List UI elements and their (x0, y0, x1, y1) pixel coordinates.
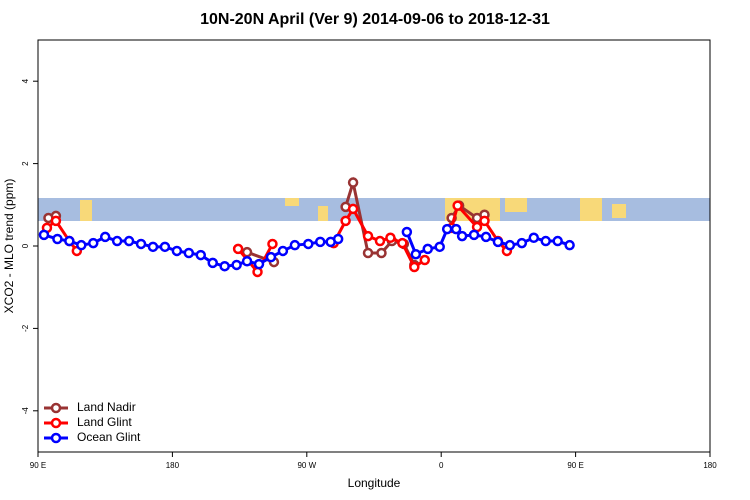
data-point (265, 251, 277, 263)
x-tick-label: 90 E (30, 461, 46, 470)
data-point (419, 254, 431, 266)
data-point (410, 248, 422, 260)
data-point (38, 229, 50, 241)
legend-label: Land Glint (77, 415, 132, 429)
data-point (528, 232, 540, 244)
data-point (52, 233, 63, 245)
data-point (450, 223, 462, 235)
data-point (241, 255, 253, 267)
data-point (135, 238, 147, 250)
data-point (267, 238, 278, 250)
data-point (277, 245, 289, 257)
data-point (468, 229, 480, 241)
data-point (385, 232, 396, 244)
y-tick-label: -2 (21, 324, 30, 332)
data-point (552, 235, 563, 247)
data-point (362, 230, 374, 242)
data-point (64, 235, 75, 247)
data-point (123, 235, 135, 247)
data-point (99, 231, 111, 243)
y-tick-label: 4 (21, 78, 30, 83)
data-point (347, 177, 359, 188)
y-axis-label: XCO2 - MLO trend (ppm) (2, 179, 16, 314)
data-point (480, 231, 492, 243)
legend-marker (50, 417, 62, 429)
y-tick-label: -4 (21, 407, 30, 415)
x-tick-label: 90 W (297, 461, 316, 470)
data-point (441, 223, 453, 235)
data-point (253, 258, 265, 270)
data-point (159, 241, 171, 253)
x-axis-label: Longitude (348, 476, 401, 490)
data-point (195, 249, 207, 261)
data-point (479, 215, 490, 227)
data-point (340, 215, 351, 227)
chart-title: 10N-20N April (Ver 9) 2014-09-06 to 2018… (200, 11, 550, 28)
data-point (401, 226, 413, 238)
data-point (207, 257, 218, 269)
data-point (362, 247, 374, 259)
data-point (111, 235, 123, 247)
legend-label: Land Nadir (77, 400, 136, 414)
data-point (219, 260, 230, 272)
data-point (183, 247, 195, 259)
data-point (564, 239, 575, 251)
data-point (347, 203, 359, 215)
data-point (171, 245, 183, 257)
data-point (434, 241, 445, 253)
x-tick-label: 180 (703, 461, 717, 470)
data-point (452, 200, 463, 211)
data-point (232, 243, 244, 255)
legend-marker (50, 402, 62, 414)
data-point (504, 239, 516, 251)
data-point (374, 235, 386, 247)
x-tick-label: 0 (439, 461, 444, 470)
data-point (397, 237, 408, 249)
data-point (76, 239, 87, 251)
data-point (314, 236, 326, 248)
data-point (492, 236, 504, 248)
map-band (38, 198, 710, 221)
data-point (376, 247, 387, 259)
data-point (456, 230, 468, 242)
data-point (289, 239, 301, 251)
data-point (88, 237, 99, 249)
data-point (147, 241, 159, 253)
data-point (516, 237, 528, 249)
data-point (50, 215, 62, 227)
y-tick-label: 0 (21, 243, 30, 248)
data-point (540, 235, 551, 247)
x-tick-label: 180 (166, 461, 180, 470)
data-point (332, 233, 344, 245)
legend-marker (50, 432, 62, 444)
legend-label: Ocean Glint (77, 430, 141, 444)
data-point (231, 259, 242, 271)
x-tick-label: 90 E (567, 461, 583, 470)
data-point (422, 243, 434, 255)
y-tick-label: 2 (21, 161, 30, 166)
data-point (303, 238, 314, 250)
data-point (409, 261, 420, 273)
